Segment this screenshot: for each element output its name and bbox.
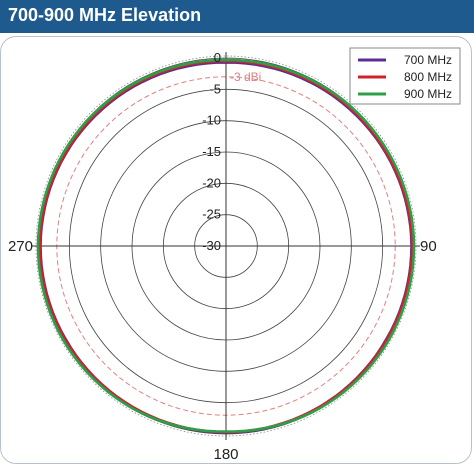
series-line-900-mhz xyxy=(36,58,416,433)
radial-tick-label: -5 xyxy=(209,81,221,96)
chart-title: 700-900 MHz Elevation xyxy=(8,5,202,25)
angle-label-90: 90 xyxy=(420,238,437,255)
radial-tick-label: -25 xyxy=(202,207,221,222)
radial-tick-label: -15 xyxy=(202,144,221,159)
radial-tick-label: -30 xyxy=(202,238,221,253)
radial-tick-label: 0 xyxy=(214,50,221,65)
angle-label-270: 270 xyxy=(8,238,33,255)
radial-tick-label: -10 xyxy=(202,113,221,128)
chart-panel xyxy=(0,36,472,464)
legend-label: 800 MHz xyxy=(404,70,452,84)
radial-tick-label: -20 xyxy=(202,175,221,190)
legend-label: 900 MHz xyxy=(404,87,452,101)
legend-label: 700 MHz xyxy=(404,53,452,67)
reference-ring-label: -3 dBi xyxy=(230,70,261,84)
angle-label-180: 180 xyxy=(213,446,238,463)
title-bar: 700-900 MHz Elevation xyxy=(0,0,474,33)
